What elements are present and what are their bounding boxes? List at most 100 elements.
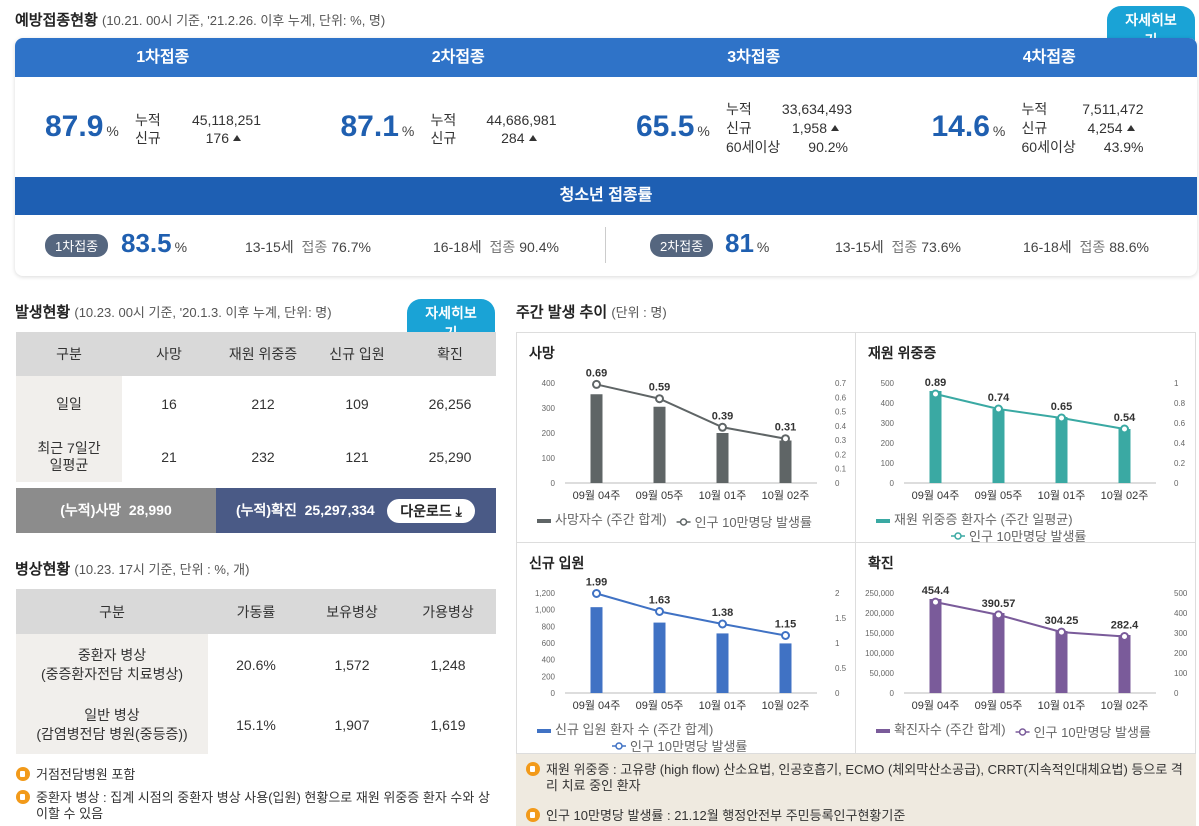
dose2-cum: 누적 44,686,981 — [430, 112, 557, 128]
rate-point — [931, 597, 940, 607]
chart-title: 재원 위중증 — [868, 345, 937, 361]
dose4-60plus: 60세이상 43.9% — [1021, 139, 1144, 155]
dose3-rate: 65.5% — [636, 110, 710, 143]
dose1-header: 1차접종 — [136, 49, 190, 66]
x-tick-label: 10월 02주 — [762, 699, 810, 712]
speaker-icon — [526, 762, 540, 776]
dose4-card: 14.6% 누적 7,511,472 신규 4,254 60세이상 43.9% — [902, 77, 1198, 177]
beds-table: 구분 가동률 보유병상 가용병상 중환자 병상 (중증환자전담 치료병상) 20… — [16, 589, 496, 754]
y-tick-label: 300 — [881, 419, 895, 428]
chart-title: 신규 입원 — [529, 555, 585, 571]
bar — [992, 613, 1005, 693]
beds-title: 병상현황 (10.23. 17시 기준, 단위 : %, 개) — [15, 561, 250, 578]
data-label: 0.39 — [712, 410, 733, 422]
bar — [992, 409, 1005, 483]
x-tick-label: 10월 01주 — [1038, 699, 1086, 712]
chart-confirmed: 확진 0 50,000 100,000 150,000 200,000 250,000 0 1… — [856, 543, 1195, 753]
y-tick-label: 100 — [542, 454, 556, 463]
bar — [590, 607, 603, 693]
cell: 1,572 — [334, 657, 370, 673]
data-label: 282.4 — [1111, 620, 1139, 632]
youth-dose1-16-18: 16-18세 접종 90.4% — [433, 239, 559, 255]
y2-tick-label: 1.5 — [835, 614, 847, 623]
x-tick-label: 10월 01주 — [1038, 489, 1086, 502]
cumulative-confirmed: (누적)확진 25,297,334 — [216, 488, 496, 533]
legend-line-label: 인구 10만명당 발생률 — [695, 515, 812, 530]
data-label: 390.57 — [982, 598, 1016, 610]
chart-title: 사망 — [529, 345, 555, 361]
x-tick-label: 09월 04주 — [573, 699, 621, 712]
dose4-header: 4차접종 — [1022, 49, 1076, 66]
speaker-icon — [16, 790, 30, 804]
col-header: 신규 입원 — [310, 332, 404, 376]
rate-point — [718, 422, 727, 432]
x-tick-label: 09월 04주 — [573, 489, 621, 502]
dose1-new: 신규 176 — [135, 128, 241, 148]
y-tick-label: 800 — [542, 622, 556, 631]
data-label: 0.59 — [649, 382, 670, 394]
youth-dose2-16-18: 16-18세 접종 88.6% — [1023, 239, 1149, 255]
x-tick-label: 10월 02주 — [1101, 699, 1149, 712]
rate-point — [994, 404, 1003, 414]
rate-point — [1120, 424, 1129, 434]
y-tick-label: 200 — [542, 429, 556, 438]
y2-tick-label: 0.7 — [835, 379, 847, 388]
data-label: 0.89 — [925, 377, 946, 389]
legend-bar-swatch — [876, 519, 890, 523]
rate-point — [1057, 413, 1066, 423]
dose2-header: 2차접종 — [431, 49, 485, 66]
beds-subtitle: (10.23. 17시 기준, 단위 : %, 개) — [74, 562, 250, 577]
cell: 26,256 — [428, 396, 472, 412]
cell: 21 — [161, 449, 177, 465]
bar — [1055, 631, 1068, 693]
bar — [716, 633, 729, 693]
rate-point — [1057, 627, 1066, 637]
dose1-rate: 87.9% — [45, 110, 119, 143]
y-tick-label: 500 — [881, 379, 895, 388]
up-arrow-icon — [233, 135, 241, 141]
y2-tick-label: 0 — [1174, 479, 1179, 488]
y-tick-label: 250,000 — [865, 589, 894, 598]
youth-header: 청소년 접종률 — [15, 177, 1197, 215]
weekly-title: 주간 발생 추이 (단위 : 명) — [516, 304, 667, 321]
y2-tick-label: 0.2 — [835, 450, 847, 459]
y2-tick-label: 400 — [1174, 609, 1188, 618]
legend-line-marker — [615, 742, 623, 750]
speaker-icon — [16, 767, 30, 781]
y-tick-label: 200 — [881, 439, 895, 448]
x-tick-label: 10월 01주 — [699, 489, 747, 502]
cell: 1,619 — [430, 717, 466, 733]
col-header: 확진 — [404, 332, 496, 376]
rate-point — [592, 589, 601, 598]
y-tick-label: 100 — [881, 459, 895, 468]
x-tick-label: 09월 05주 — [636, 699, 684, 712]
col-header: 가용병상 — [400, 589, 496, 634]
y2-tick-label: 0.4 — [1174, 439, 1186, 448]
table-row: 일일 16 212 109 26,256 — [16, 376, 496, 432]
dose3-header: 3차접종 — [727, 49, 781, 66]
occurrence-title: 발생현황 (10.23. 00시 기준, '20.1.3. 이후 누계, 단위:… — [15, 304, 332, 321]
chart-admission: 신규 입원 0 200 400 600 800 1,000 1,200 0 0.5 1 1.5 2 09… — [517, 543, 856, 754]
y2-tick-label: 0.6 — [1174, 419, 1186, 428]
legend-line-label: 인구 10만명당 발생률 — [630, 739, 747, 753]
bar — [1055, 417, 1068, 483]
severe-chart-svg: 0 100 200 300 400 500 0 0.2 0.4 0.6 0.8 1 09월 04주 09월… — [876, 377, 1186, 544]
up-arrow-icon — [528, 135, 537, 141]
cell: 1,907 — [334, 717, 370, 733]
weekly-note-1: 재원 위중증 : 고유량 (high flow) 산소요법, 인공호흡기, EC… — [526, 762, 1188, 794]
youth-dose1-rate: 83.5% — [121, 228, 188, 258]
download-button[interactable]: 다운로드 ⤓ — [387, 499, 475, 523]
legend-line-marker — [679, 518, 688, 526]
y-tick-label: 0 — [551, 689, 556, 698]
y2-tick-label: 0.3 — [835, 436, 847, 445]
bar — [590, 394, 603, 483]
data-label: 0.54 — [1114, 412, 1136, 424]
bar — [1118, 635, 1131, 693]
rate-line — [596, 592, 786, 637]
up-arrow-icon — [831, 125, 839, 131]
legend-bar-swatch — [537, 519, 551, 523]
cell: 20.6% — [236, 657, 276, 673]
data-label: 0.69 — [586, 367, 607, 379]
dose1-card: 87.9% 누적 45,118,251 신규 176 — [15, 77, 311, 177]
table-row: 최근 7일간 일평균 21 232 121 25,290 — [16, 432, 496, 482]
